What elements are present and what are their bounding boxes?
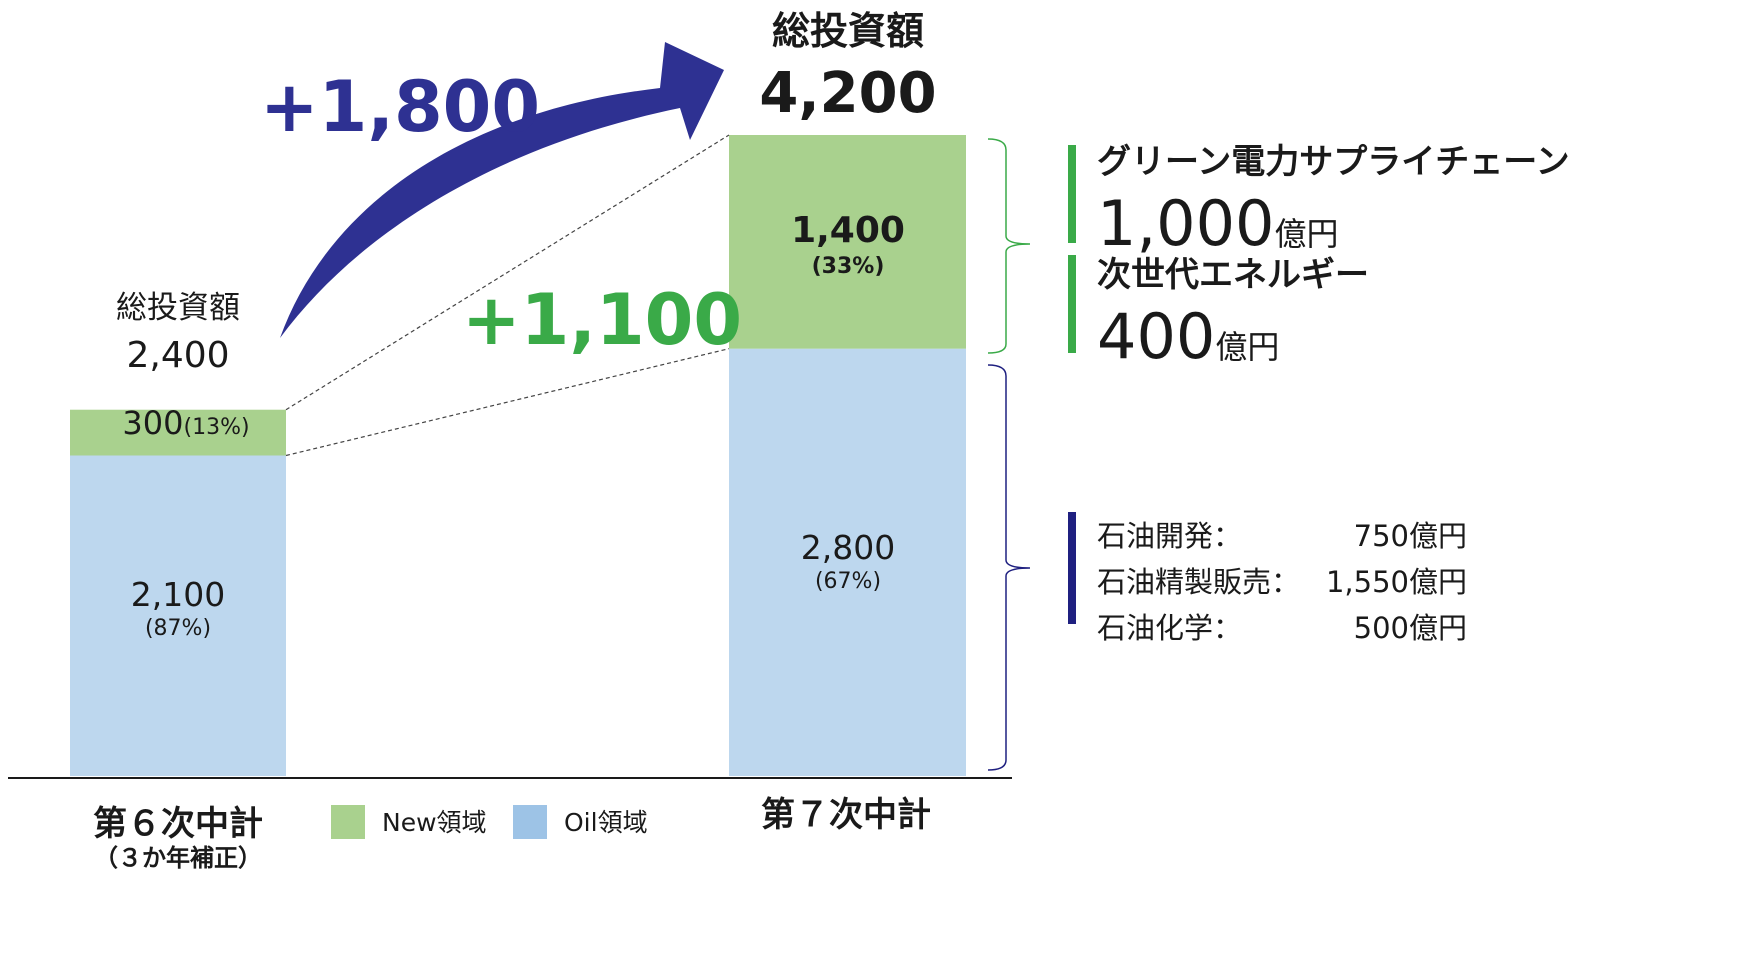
brace-new-breakdown (987, 138, 1031, 354)
bar-value-new-7th: 1,400 (791, 210, 905, 251)
bar-pct-new-7th: (33%) (811, 254, 885, 279)
legend-label-oil: Oil領域 (564, 808, 648, 837)
bar-value-new-6th: 300 (122, 404, 184, 442)
breakdown-oil-label-0: 石油開発： (1097, 519, 1243, 553)
bar-value-oil-6th: 2,100 (130, 575, 226, 614)
growth-arrow (280, 42, 724, 338)
breakdown-new-value-0: 1,000 (1097, 187, 1275, 260)
breakdown-new-value-1: 400 (1097, 300, 1216, 373)
total-title-7th: 総投資額 (771, 9, 925, 53)
total-value-7th: 4,200 (759, 61, 937, 126)
breakdown-new-item-1: 400億円 (1097, 306, 1279, 368)
accent-bar-oil (1068, 512, 1076, 624)
breakdown-oil-row-0: 石油開発： 750億円 (1097, 513, 1467, 555)
brace-oil-breakdown (987, 364, 1031, 771)
bar-pct-new-6th: (13%) (183, 415, 250, 440)
bar-oil-6th (70, 455, 286, 776)
bar-pct-oil-7th: (67%) (814, 569, 882, 594)
bar-pct-oil-6th: (87%) (144, 616, 212, 641)
legend-swatch-oil (513, 805, 547, 839)
breakdown-oil-row-1: 石油精製販売： 1,550億円 (1097, 559, 1467, 601)
bar-label-new-6th: 300(13%) (122, 407, 249, 439)
accent-bar-green-supply (1068, 145, 1076, 243)
bar-new-6th (70, 409, 286, 456)
delta-new-label: +1,100 (462, 279, 743, 361)
breakdown-oil-list: 石油開発： 750億円 石油精製販売： 1,550億円 石油化学： 500億円 (1097, 513, 1467, 647)
breakdown-oil-label-2: 石油化学： (1097, 611, 1243, 645)
x-label-7th: 第７次中計 (761, 795, 931, 835)
delta-total-label: +1,800 (260, 66, 541, 148)
x-sublabel-6th: （３か年補正） (94, 844, 262, 872)
bar-oil-7th (729, 348, 966, 776)
breakdown-oil-value-0: 750億円 (1353, 519, 1467, 553)
connector-line-oil (285, 348, 730, 457)
bar-value-oil-7th: 2,800 (800, 528, 896, 567)
breakdown-new-label-0: グリーン電力サプライチェーン (1097, 142, 1570, 182)
breakdown-new-item-0: 1,000億円 (1097, 193, 1339, 255)
breakdown-oil-value-2: 500億円 (1353, 611, 1467, 645)
breakdown-new-unit-0: 億円 (1274, 215, 1339, 253)
breakdown-oil-label-1: 石油精製販売： (1097, 565, 1301, 599)
total-title-6th: 総投資額 (116, 290, 240, 326)
breakdown-new-label-1: 次世代エネルギー (1097, 255, 1369, 295)
breakdown-new-unit-1: 億円 (1215, 328, 1280, 366)
x-label-6th: 第６次中計 (93, 804, 263, 844)
total-value-6th: 2,400 (126, 335, 230, 376)
legend-swatch-new (331, 805, 365, 839)
legend-label-new: New領域 (382, 808, 487, 837)
breakdown-oil-row-2: 石油化学： 500億円 (1097, 605, 1467, 647)
accent-bar-next-energy (1068, 255, 1076, 353)
bar-new-7th (729, 135, 966, 349)
connector-line-total (285, 134, 730, 411)
breakdown-oil-value-1: 1,550億円 (1325, 565, 1467, 599)
